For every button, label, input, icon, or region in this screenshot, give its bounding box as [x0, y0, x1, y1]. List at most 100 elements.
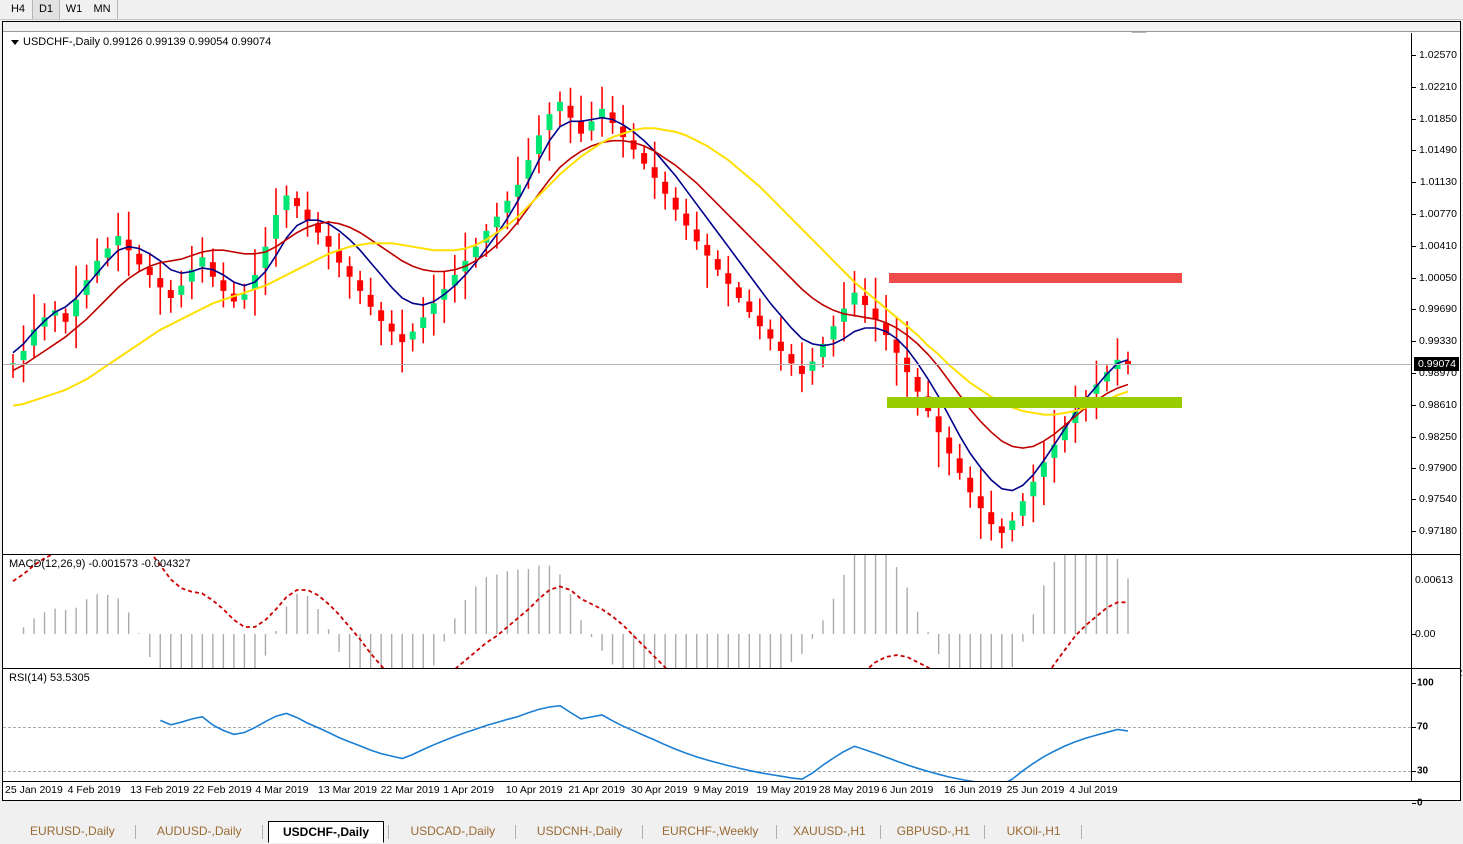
- date-axis-label: 10 Apr 2019: [505, 784, 563, 796]
- price-pane: USDCHF-,Daily 0.99126 0.99139 0.99054 0.…: [3, 33, 1460, 576]
- current-price-label: 0.99074: [1414, 357, 1459, 371]
- chart-tab-xauusd[interactable]: XAUUSD-,H1: [793, 824, 866, 838]
- toolbar-divider: [117, 0, 118, 19]
- rsi-axis-label: 100: [1417, 677, 1434, 689]
- chart-symbol-header: USDCHF-,Daily 0.99126 0.99139 0.99054 0.…: [11, 36, 271, 48]
- date-axis-label: 25 Jun 2019: [1006, 784, 1065, 796]
- chart-tab-gbpusd[interactable]: GBPUSD-,H1: [896, 824, 971, 838]
- timeframe-button-h4[interactable]: H4: [10, 3, 26, 15]
- tab-separator: [134, 825, 136, 839]
- tab-separator: [984, 825, 986, 839]
- date-axis-label: 9 May 2019: [693, 784, 749, 796]
- macd-axis-label: 0.00: [1415, 628, 1436, 640]
- price-axis-label: 1.00410: [1419, 239, 1457, 252]
- price-axis-tick: [1412, 436, 1416, 438]
- tab-separator: [776, 825, 778, 839]
- price-axis-label: 1.01850: [1419, 112, 1457, 125]
- price-axis-tick: [1412, 55, 1416, 56]
- date-axis-label: 1 Apr 2019: [443, 784, 494, 796]
- price-axis-tick: [1412, 309, 1416, 311]
- collapse-triangle-icon[interactable]: [11, 39, 19, 45]
- resistance-line[interactable]: [889, 273, 1182, 283]
- price-axis-label: 1.01130: [1419, 176, 1457, 189]
- rsi-axis-tick: [1412, 771, 1416, 772]
- chart-tab-usdchf[interactable]: USDCHF-,Daily: [267, 821, 385, 843]
- price-axis-tick: [1412, 467, 1416, 469]
- tab-separator: [642, 825, 643, 839]
- price-axis-tick: [1412, 214, 1416, 216]
- price-axis-tick: [1412, 118, 1416, 120]
- date-axis-label: 13 Feb 2019: [130, 784, 190, 796]
- date-axis[interactable]: 25 Jan 2019 4 Feb 2019 13 Feb 2019 22 Feb 2…: [3, 781, 1460, 799]
- price-axis-tick: [1412, 277, 1416, 279]
- price-plot: [10, 86, 1131, 549]
- chart-scroll-strip[interactable]: [3, 22, 1460, 32]
- rsi-level-70: [3, 727, 1411, 728]
- rsi-axis-tick: [1412, 727, 1416, 728]
- price-axis-tick: [1412, 373, 1416, 375]
- tab-separator: [261, 825, 263, 839]
- date-axis-label: 25 Jan 2019: [5, 784, 63, 796]
- macd-signal-line: [12, 555, 1128, 669]
- rsi-axis-label: 70: [1417, 721, 1429, 733]
- chart-frame: USDCHF-,Daily 0.99126 0.99139 0.99054 0.…: [2, 21, 1462, 809]
- price-axis-tick: [1412, 182, 1416, 184]
- date-axis-label: 4 Mar 2019: [255, 784, 309, 796]
- chart-tab-eurchf[interactable]: EURCHF-,Weekly: [661, 824, 759, 838]
- date-axis-label: 4 Jul 2019: [1069, 784, 1118, 796]
- chart-tab-audusd[interactable]: AUDUSD-,Daily: [156, 824, 242, 838]
- rsi-axis-tick: [1412, 683, 1416, 684]
- date-axis-label: 28 May 2019: [818, 784, 880, 796]
- timeframe-button-mn[interactable]: MN: [93, 3, 111, 15]
- tab-separator: [880, 825, 882, 839]
- price-axis-label: 0.97540: [1419, 493, 1457, 506]
- price-axis-label: 1.01490: [1419, 144, 1457, 157]
- macd-axis-label: 0.00613: [1415, 574, 1453, 586]
- chart-tab-ukoil[interactable]: UKOil-,H1: [1006, 824, 1061, 838]
- price-axis-label: 1.00050: [1419, 271, 1457, 284]
- price-axis-label: 1.02570: [1419, 49, 1457, 61]
- price-axis-tick: [1412, 404, 1416, 406]
- symbol-ohlc-text: USDCHF-,Daily 0.99126 0.99139 0.99054 0.…: [23, 36, 272, 48]
- macd-axis-tick: [1412, 634, 1416, 635]
- price-axis-tick: [1412, 245, 1416, 247]
- chart-tab-usdcnh[interactable]: USDCNH-,Daily: [536, 824, 623, 838]
- price-axis[interactable]: 1.02570 1.02210 1.01850 1.01490 1.01130 1.007…: [1411, 33, 1460, 569]
- date-axis-label: 22 Feb 2019: [192, 784, 252, 796]
- price-axis-tick: [1412, 341, 1416, 343]
- current-price-line: [3, 364, 1411, 365]
- rsi-pane: RSI(14) 53.5305 100 70 30 0: [3, 668, 1460, 809]
- timeframe-button-w1[interactable]: W1: [65, 3, 83, 15]
- price-axis-label: 0.98250: [1419, 430, 1457, 443]
- price-axis-label: 1.00770: [1419, 208, 1457, 221]
- chart-tab-bar: EURUSD-,Daily AUDUSD-,Daily USDCHF-,Daily U…: [0, 818, 1463, 844]
- date-axis-label: 30 Apr 2019: [631, 784, 688, 796]
- timeframe-button-d1[interactable]: D1: [32, 0, 60, 19]
- price-axis-label: 0.97900: [1419, 461, 1457, 474]
- support-line-mid[interactable]: [887, 397, 1182, 408]
- rsi-axis-tick: [1412, 803, 1416, 804]
- rsi-line: [159, 704, 1129, 782]
- price-axis-tick: [1412, 531, 1416, 533]
- macd-label: MACD(12,26,9) -0.001573 -0.004327: [9, 558, 191, 570]
- macd-pane: MACD(12,26,9) -0.001573 -0.004327 0.0061…: [3, 554, 1462, 679]
- date-axis-label: 4 Feb 2019: [67, 784, 121, 796]
- ma-fast-line: [12, 116, 1129, 492]
- rsi-level-30: [3, 771, 1411, 772]
- chart-tab-eurusd[interactable]: EURUSD-,Daily: [30, 824, 115, 838]
- price-axis-label: 0.99690: [1419, 303, 1457, 316]
- date-axis-label: 16 Jun 2019: [944, 784, 1002, 796]
- ma-mid-line: [12, 139, 1129, 449]
- price-axis-label: 0.99330: [1419, 335, 1457, 348]
- rsi-axis[interactable]: 100 70 30 0: [1411, 669, 1460, 809]
- rsi-axis-label: 0: [1417, 797, 1423, 809]
- tab-separator: [388, 825, 390, 839]
- chart-tab-usdcad[interactable]: USDCAD-,Daily: [410, 824, 496, 838]
- price-axis-label: 0.98610: [1419, 398, 1457, 411]
- date-axis-label: 22 Mar 2019: [380, 784, 440, 796]
- candlestick-series: [10, 86, 1131, 549]
- tab-separator: [1080, 825, 1082, 839]
- price-axis-tick: [1412, 150, 1416, 152]
